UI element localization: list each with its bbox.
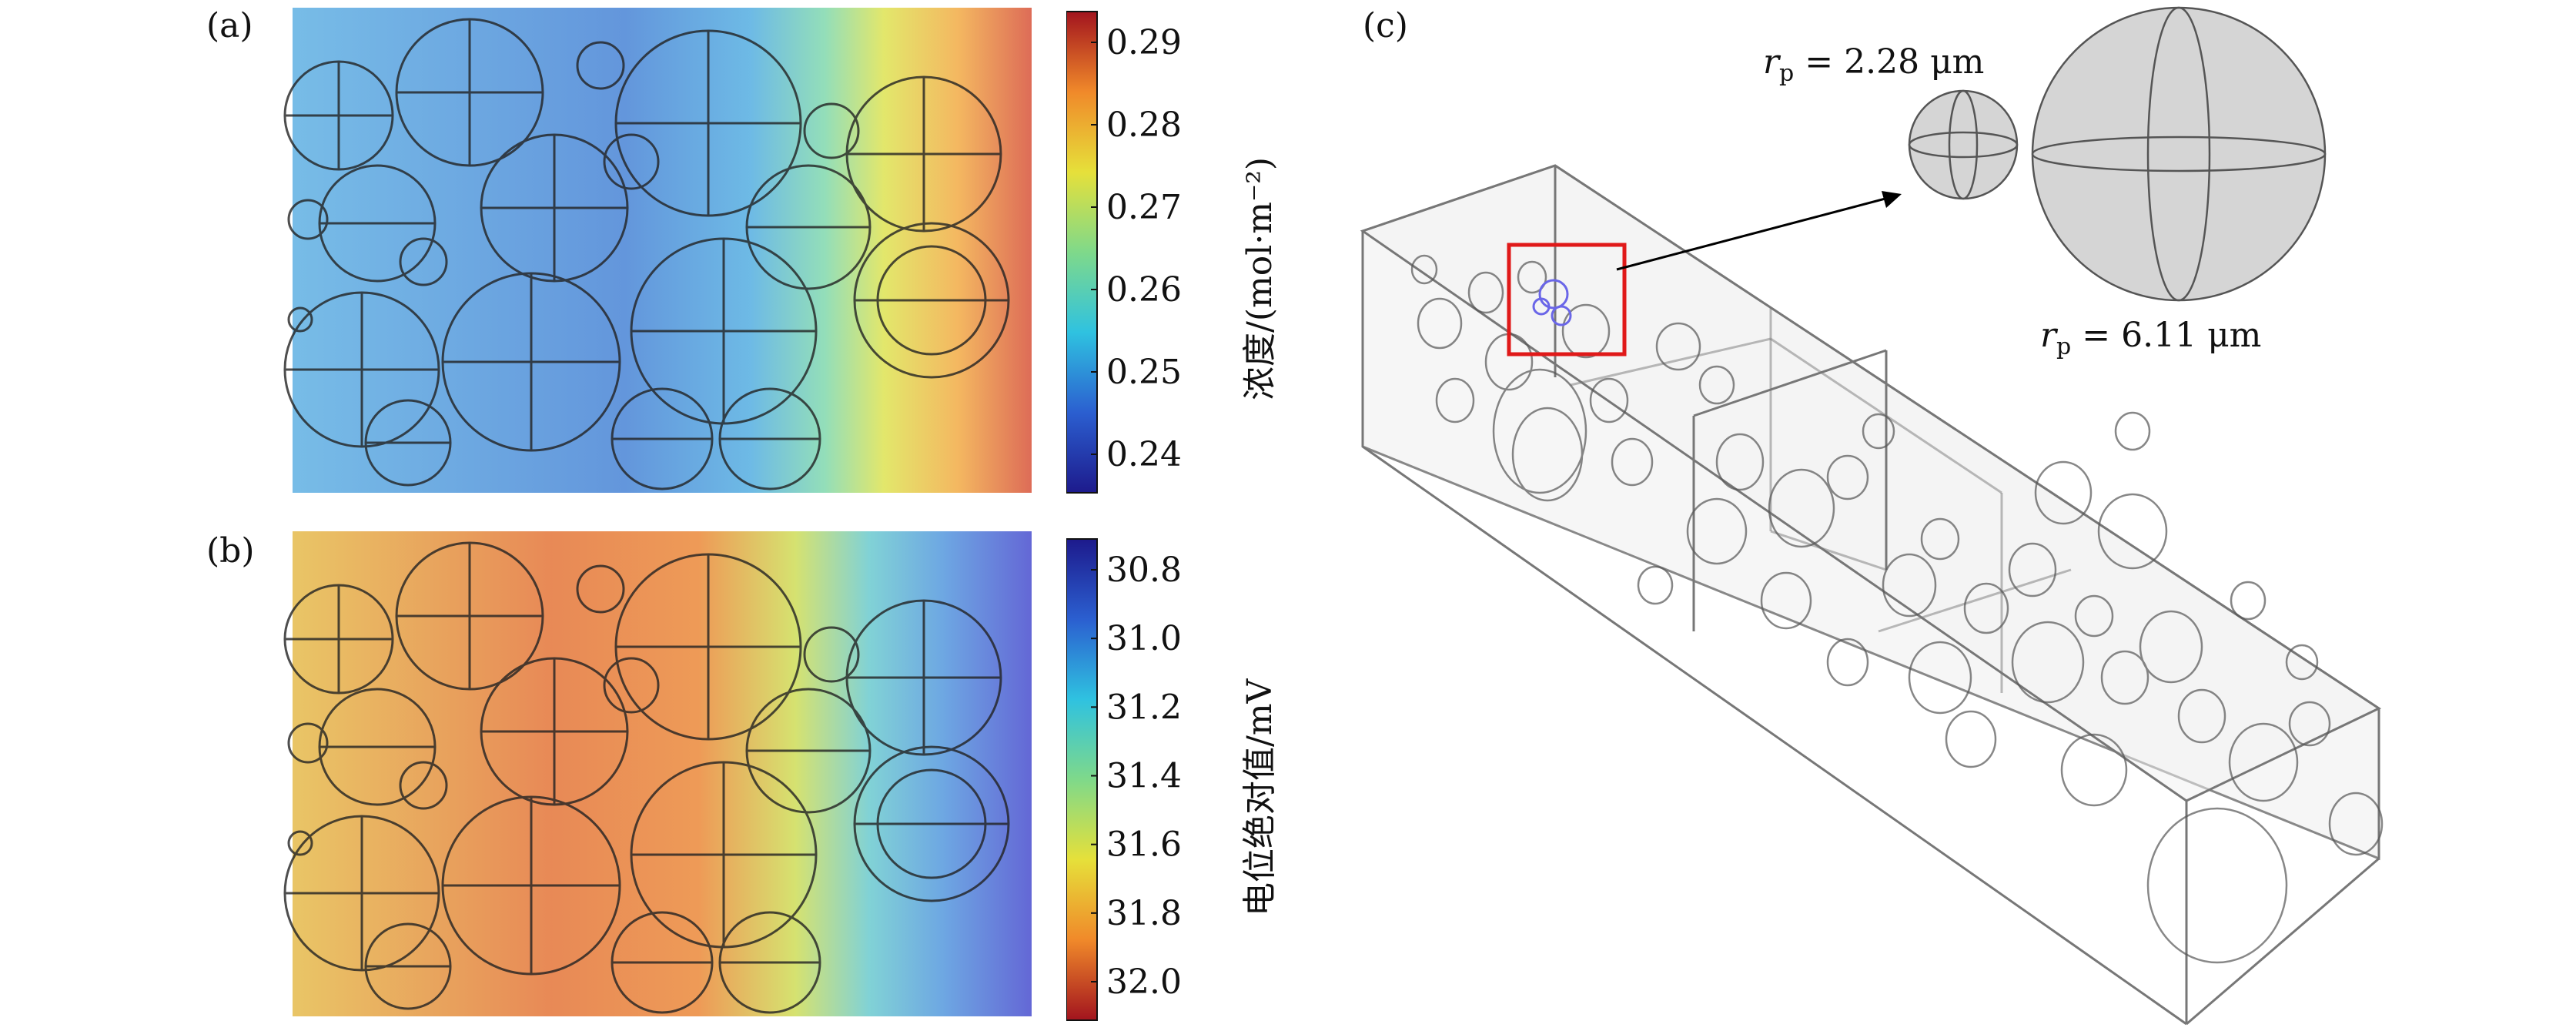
colorbar-gradient (1066, 538, 1098, 1021)
small-particle-radius-label: rp = 2.28 μm (1763, 42, 1984, 87)
radius-subscript-large: p (2056, 333, 2072, 360)
domain-box-render (1360, 6, 2384, 1026)
colorbar-tick-label: 0.28 (1106, 105, 1182, 145)
colorbar-tick-label: 0.24 (1106, 435, 1182, 474)
particle-domain-3d-diagram (1355, 0, 2576, 1031)
concentration-colorbar: 0.29 0.28 0.27 0.26 0.25 0.24 (1066, 8, 1189, 500)
colorbar-tick-label: 0.27 (1106, 188, 1182, 227)
panel-label-c: (c) (1363, 6, 1408, 45)
potential-particle-plot (277, 531, 1055, 1024)
colorbar-tick-label: 31.8 (1106, 894, 1182, 933)
radius-subscript-small: p (1779, 59, 1795, 87)
panel-label-a: (a) (206, 6, 253, 45)
colorbar-tick-label: 31.6 (1106, 825, 1182, 865)
colorbar-tick-label: 32.0 (1106, 962, 1182, 1002)
radius-value-small: = 2.28 μm (1805, 42, 1985, 82)
highlight-box (1507, 243, 1627, 356)
colorbar-tick-label: 30.8 (1106, 551, 1182, 590)
large-particle-radius-label: rp = 6.11 μm (2040, 316, 2261, 360)
radius-value-large: = 6.11 μm (2082, 316, 2262, 355)
colorbar-tick-label: 31.0 (1106, 619, 1182, 658)
colorbar-tick-label: 31.4 (1106, 757, 1182, 796)
concentration-particle-plot (277, 8, 1055, 500)
colorbar-tick-label: 0.29 (1106, 23, 1182, 62)
concentration-colorbar-svg: 0.29 0.28 0.27 0.26 0.25 0.24 (1066, 11, 1182, 494)
potential-particle-render (283, 531, 1032, 1016)
potential-colorbar-title: 电位绝对值/mV (1240, 678, 1280, 916)
potential-colorbar: 30.8 31.0 31.2 31.4 31.6 31.8 32.0 (1066, 535, 1189, 1028)
potential-colorbar-svg: 30.8 31.0 31.2 31.4 31.6 31.8 32.0 (1066, 538, 1182, 1021)
colorbar-gradient (1066, 11, 1098, 494)
concentration-particle-render (283, 8, 1032, 493)
colorbar-tick-label: 0.25 (1106, 353, 1182, 392)
radius-symbol-small: r (1763, 42, 1780, 82)
colorbar-tick-label: 31.2 (1106, 688, 1182, 727)
colorbar-tick-label: 0.26 (1106, 270, 1182, 310)
panel-label-b: (b) (206, 531, 255, 571)
concentration-colorbar-title: 浓度/(mol·m⁻²) (1240, 156, 1280, 400)
radius-symbol-large: r (2040, 316, 2057, 355)
